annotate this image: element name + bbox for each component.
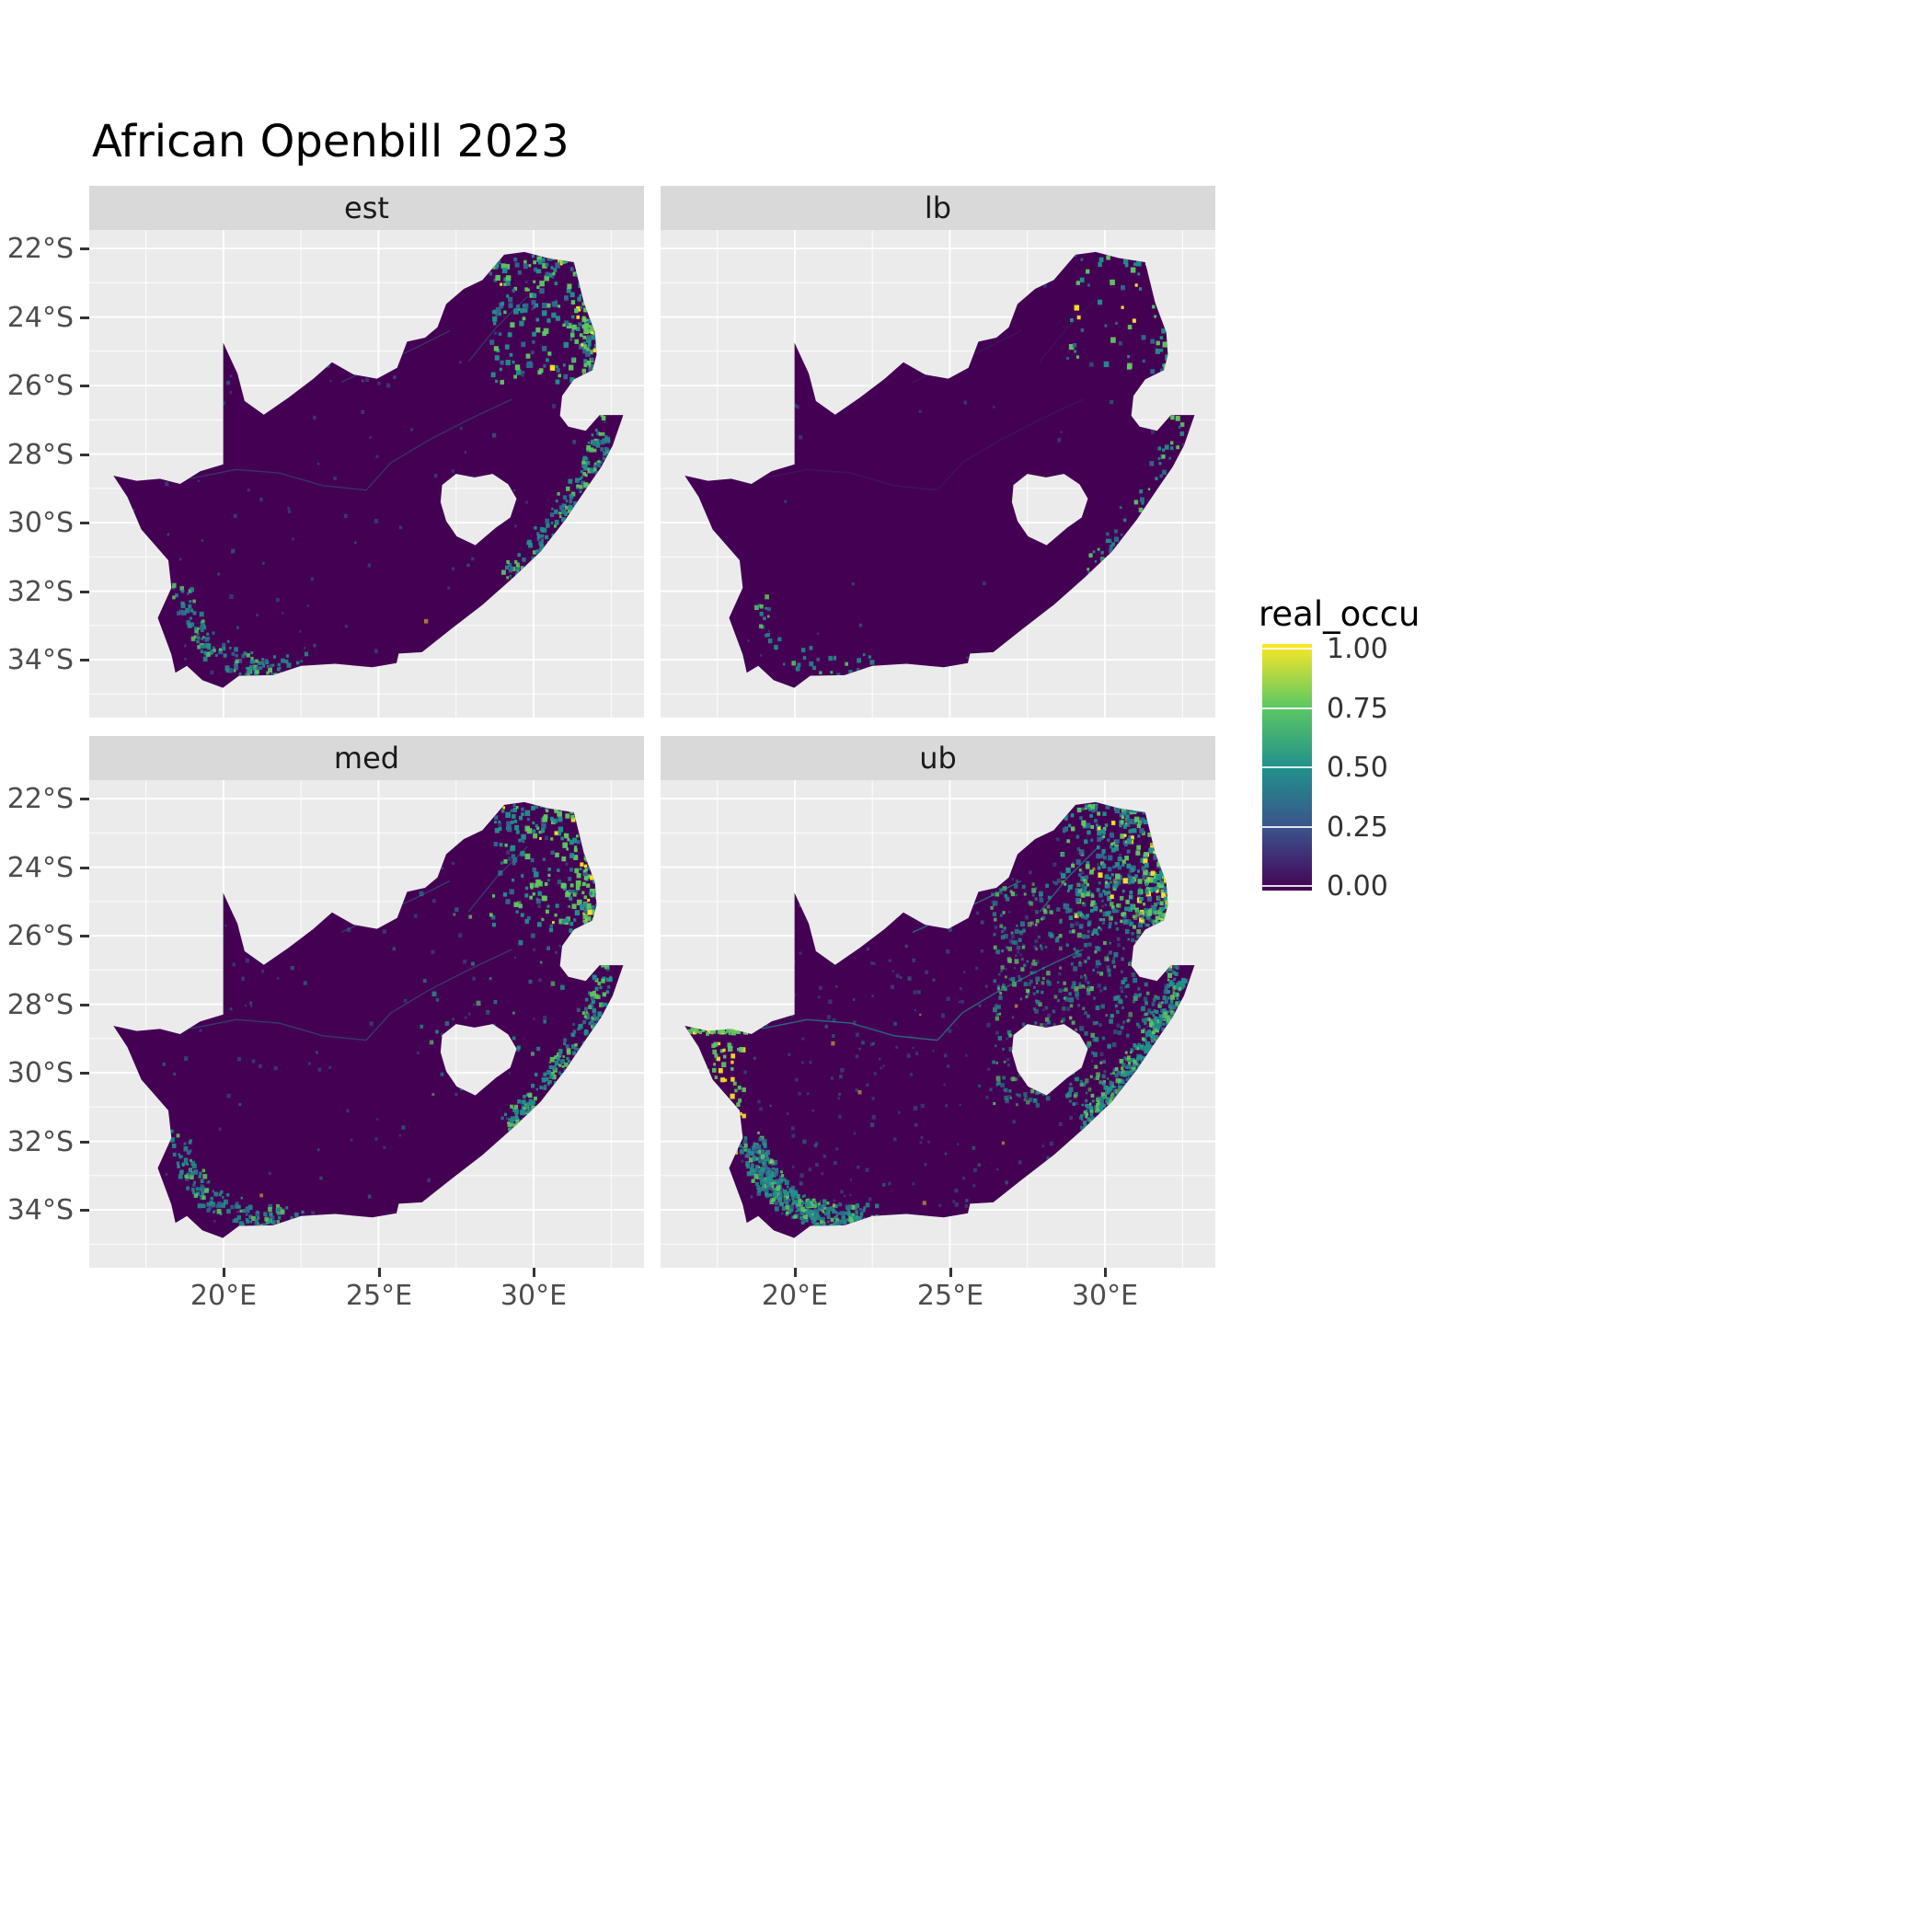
x-tick-mark [1103,1268,1107,1277]
facet-label: ub [919,741,957,776]
facet-strip-est: est [89,186,644,230]
x-tick-text: 20°E [761,1280,829,1312]
legend-colorbar [1262,644,1312,891]
y-tick-text: 30°S [6,1056,74,1089]
x-tick-mark [377,1268,381,1277]
x-tick-text: 20°E [190,1280,258,1312]
x-tick-mark [793,1268,797,1277]
legend-tick-label: 0.25 [1327,811,1388,844]
facet-label: med [333,741,400,776]
y-tick-mark [80,590,89,593]
plot-title: African Openbill 2023 [92,116,569,167]
legend-tick-label: 0.00 [1327,869,1388,903]
y-axis-label: 26°S [0,919,89,952]
legend-tick-label: 0.50 [1327,751,1388,784]
x-axis-label: 20°E [168,1268,279,1312]
y-tick-text: 28°S [6,438,74,471]
legend-tick-label: 0.75 [1327,692,1388,725]
colorbar-tick [1262,826,1312,828]
y-tick-text: 22°S [6,232,74,265]
y-axis-label: 32°S [0,575,89,608]
y-tick-text: 34°S [6,643,74,676]
x-axis-label: 20°E [740,1268,850,1312]
x-axis-label: 30°E [478,1268,589,1312]
x-axis-label: 25°E [324,1268,434,1312]
map-panel-med [89,780,644,1268]
map-panel-ub [661,780,1215,1268]
y-axis-label: 22°S [0,232,89,265]
legend-title: real_occu [1259,594,1420,634]
y-axis-label: 22°S [0,782,89,815]
y-tick-mark [80,1208,89,1212]
x-tick-text: 30°E [500,1280,568,1312]
y-tick-text: 28°S [6,988,74,1021]
x-tick-text: 30°E [1071,1280,1139,1312]
map-panel-lb [661,230,1215,718]
x-tick-text: 25°E [916,1280,984,1312]
x-tick-mark [532,1268,535,1277]
y-tick-text: 22°S [6,782,74,815]
y-axis-label: 34°S [0,1193,89,1226]
y-axis-label: 24°S [0,301,89,334]
y-axis-label: 24°S [0,851,89,884]
y-axis-label: 26°S [0,369,89,402]
y-tick-mark [80,1140,89,1144]
map-panel-est [89,230,644,718]
y-axis-label: 30°S [0,1056,89,1089]
facet-strip-lb: lb [661,186,1215,230]
y-tick-mark [80,384,89,387]
y-tick-text: 34°S [6,1193,74,1226]
y-tick-mark [80,453,89,456]
facet-strip-ub: ub [661,736,1215,780]
colorbar-tick [1262,885,1312,887]
y-axis-label: 28°S [0,438,89,471]
y-tick-text: 26°S [6,369,74,402]
y-axis-label: 28°S [0,988,89,1021]
colorbar-tick [1262,766,1312,768]
y-axis-label: 30°S [0,506,89,539]
y-axis-label: 32°S [0,1125,89,1158]
y-tick-mark [80,1071,89,1075]
y-tick-text: 32°S [6,575,74,608]
y-tick-mark [80,866,89,869]
x-tick-mark [222,1268,225,1277]
y-tick-mark [80,521,89,524]
y-tick-text: 24°S [6,301,74,334]
colorbar-tick [1262,648,1312,650]
legend-tick-label: 1.00 [1327,632,1388,665]
y-tick-text: 32°S [6,1125,74,1158]
x-tick-text: 25°E [345,1280,413,1312]
x-axis-label: 30°E [1050,1268,1160,1312]
y-tick-text: 30°S [6,506,74,539]
y-tick-text: 24°S [6,851,74,884]
y-tick-mark [80,247,89,250]
colorbar-tick [1262,707,1312,709]
facet-strip-med: med [89,736,644,780]
y-tick-mark [80,658,89,661]
y-tick-mark [80,316,89,319]
x-tick-mark [949,1268,952,1277]
y-tick-text: 26°S [6,919,74,952]
y-tick-mark [80,797,89,800]
y-tick-mark [80,934,89,937]
facet-label: lb [924,190,952,225]
y-tick-mark [80,1003,89,1006]
facet-label: est [344,190,389,225]
y-axis-label: 34°S [0,643,89,676]
x-axis-label: 25°E [895,1268,1006,1312]
